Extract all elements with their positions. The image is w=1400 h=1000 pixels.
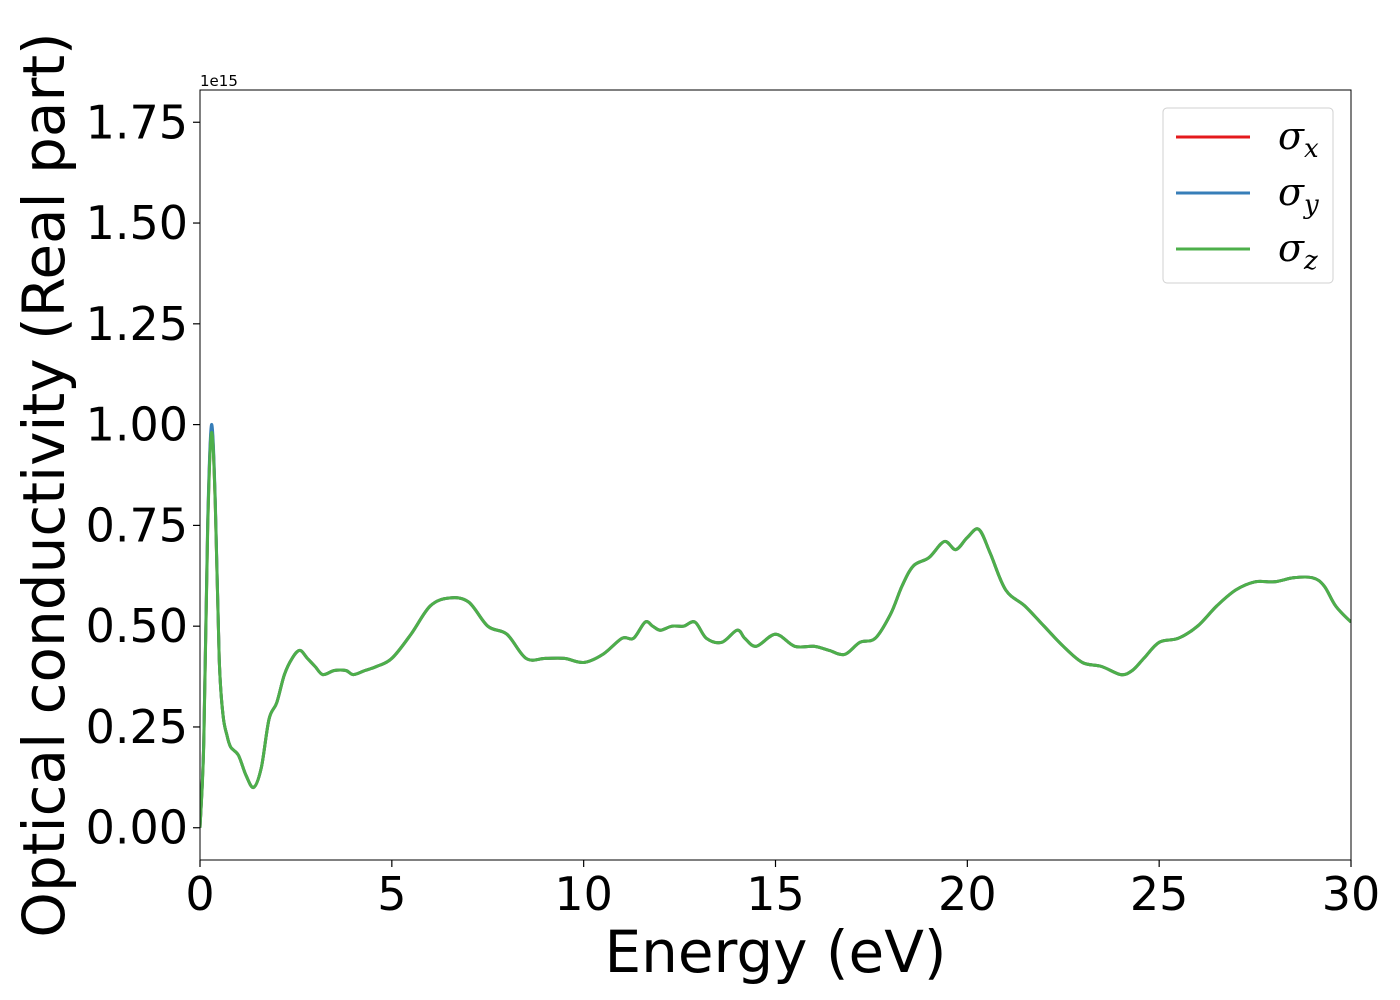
x-tick-label: 25 [1130,867,1189,921]
x-tick-label: 30 [1322,867,1381,921]
x-tick-label: 20 [938,867,997,921]
y-tick-label: 0.50 [86,599,188,653]
x-ticks: 0 5 10 15 20 25 30 [185,860,1380,921]
x-tick-label: 0 [185,867,214,921]
y-tick-label: 1.25 [86,297,188,351]
y-ticks: 0.00 0.25 0.50 0.75 1.00 1.25 1.50 1.75 [86,95,200,855]
y-tick-label: 1.50 [86,196,188,250]
legend-box [1162,107,1334,284]
y-tick-label: 0.75 [86,498,188,552]
legend-label-x: σx [1278,114,1319,164]
x-tick-label: 15 [746,867,805,921]
series-line-x [200,427,1351,828]
y-tick-label: 0.00 [86,801,188,855]
legend-label-z: σz [1278,226,1318,276]
series-line-y [200,423,1351,828]
legend-label-y: σy [1278,170,1319,220]
y-tick-label: 1.00 [86,398,188,452]
x-axis-title: Energy (eV) [604,918,946,986]
x-tick-label: 10 [554,867,613,921]
series-layer [200,423,1351,828]
legend: σx σy σz [1162,107,1334,284]
y-offset-label: 1e15 [200,72,238,90]
plot-area-frame [199,89,1352,861]
x-tick-label: 5 [377,867,406,921]
y-tick-label: 1.75 [86,95,188,149]
y-axis-title: Optical conductivity (Real part) [10,32,78,937]
series-line-z [200,431,1351,828]
y-tick-label: 0.25 [86,700,188,754]
